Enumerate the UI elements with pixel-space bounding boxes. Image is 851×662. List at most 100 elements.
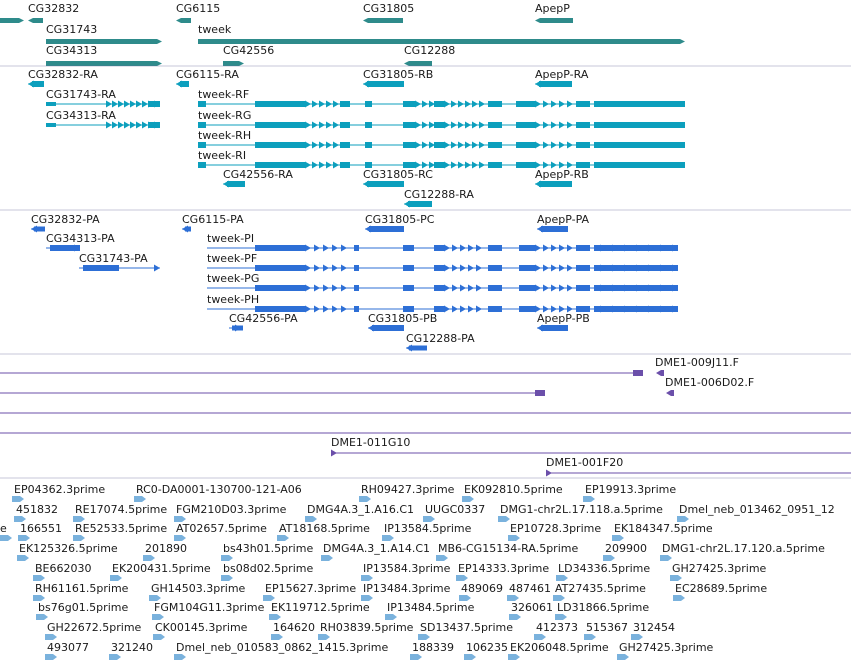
est-feature[interactable]: 326061 [509,601,553,620]
est-feature[interactable]: EP04362.3prime [12,483,105,502]
est-feature[interactable]: EK125326.5prime [17,542,118,561]
est-feature[interactable]: bs08d02.5prime [221,562,313,581]
gene-feature[interactable] [0,18,24,23]
est-feature[interactable]: EK092810.5prime [462,483,563,502]
est-feature[interactable]: RE17074.5prime [73,503,167,522]
est-feature[interactable]: RH03839.5prime [318,621,414,640]
clone-feature[interactable] [656,370,664,376]
est-feature[interactable]: IP13484.3prime [361,582,451,601]
est-feature[interactable]: GH22672.5prime [45,621,142,640]
gene-feature[interactable]: CG31743 [46,23,162,44]
transcript-feature[interactable]: ApepP-RB [535,168,589,188]
transcript-feature[interactable]: CG6115-RA [176,68,239,88]
est-feature[interactable]: EK200431.5prime [110,562,211,581]
est-feature[interactable]: BE662030 [33,562,92,581]
gene-feature[interactable]: CG34313 [46,44,162,66]
est-feature[interactable]: RC0-DA0001-130700-121-A06 [134,483,302,502]
est-feature[interactable]: 188339 [410,641,454,660]
est-feature[interactable]: EK184347.5prime [612,522,713,541]
est-feature[interactable]: Dmel_neb_013462_0951_12 [677,503,835,522]
protein-feature[interactable]: CG31805-PB [368,312,437,332]
est-feature[interactable]: DMG4A.3_1.A16.C1 [305,503,414,522]
est-feature[interactable]: bs76g01.5prime [36,601,128,620]
gene-feature[interactable]: CG12288 [404,44,455,66]
est-feature[interactable]: RE52533.5prime [73,522,167,541]
est-feature[interactable]: UUGC0337 [423,503,485,522]
est-feature[interactable]: CK00145.3prime [153,621,248,640]
est-feature[interactable]: IP13584.3prime [361,562,451,581]
est-feature[interactable]: GH14503.3prime [149,582,246,601]
protein-feature[interactable]: CG31743-PA [79,252,160,272]
clone-feature[interactable] [0,370,643,376]
est-feature[interactable]: DMG1-chr2L.17.118.a.5prime [498,503,663,522]
transcript-feature[interactable]: CG32832-RA [28,68,98,88]
est-feature[interactable]: 164620 [271,621,315,640]
est-feature[interactable]: 493077 [45,641,89,660]
protein-feature[interactable]: CG12288-PA [406,332,475,352]
est-feature[interactable]: EP10728.3prime [508,522,601,541]
protein-feature[interactable]: tweek-PG [207,272,678,292]
est-feature[interactable]: 487461 [507,582,551,601]
est-feature[interactable]: DMG4A.3_1.A14.C1 [321,542,430,561]
gene-feature[interactable]: CG6115 [176,2,220,23]
transcript-feature[interactable]: CG12288-RA [404,188,474,208]
est-feature[interactable]: AT27435.5prime [553,582,646,601]
est-feature[interactable]: Dmel_neb_010583_0862_1415.3prime [174,641,388,660]
est-feature[interactable]: FGM210D03.3prime [174,503,287,522]
gene-feature[interactable]: tweek [198,23,685,44]
transcript-feature[interactable]: CG31805-RB [363,68,433,88]
est-feature[interactable]: EK119712.5prime [269,601,370,620]
transcript-feature[interactable]: tweek-RF [198,88,685,108]
est-feature[interactable]: LD31866.5prime [555,601,649,620]
est-feature[interactable]: IP13484.5prime [385,601,475,620]
est-feature[interactable]: 312454 [631,621,675,640]
est-feature[interactable]: 515367 [584,621,628,640]
est-feature[interactable]: bs43h01.5prime [221,542,313,561]
protein-feature[interactable]: tweek-PF [207,252,678,272]
protein-feature[interactable]: tweek-PI [207,232,678,252]
est-feature[interactable]: 201890 [143,542,187,561]
est-feature[interactable]: EP14333.3prime [456,562,549,581]
est-feature[interactable]: e [0,522,12,541]
clone-feature[interactable] [0,390,545,396]
est-feature[interactable]: GH27425.3prime [670,562,767,581]
est-feature[interactable]: 412373 [534,621,578,640]
protein-feature[interactable]: ApepP-PB [537,312,590,332]
est-feature[interactable]: IP13584.5prime [382,522,472,541]
est-feature[interactable]: 489069 [459,582,503,601]
est-feature[interactable]: SD13437.5prime [418,621,513,640]
transcript-feature[interactable]: CG31805-RC [363,168,433,188]
clone-feature[interactable] [546,469,851,477]
transcript-feature[interactable]: tweek-RI [198,149,685,169]
protein-feature[interactable]: tweek-PH [207,293,678,313]
est-feature[interactable]: AT18168.5prime [277,522,370,541]
protein-feature[interactable]: ApepP-PA [537,213,590,233]
est-feature[interactable]: 451832 [14,503,58,522]
transcript-feature[interactable]: tweek-RG [198,109,685,129]
est-feature[interactable]: EK206048.5prime [508,641,609,660]
est-feature[interactable]: EC28689.5prime [673,582,767,601]
est-feature[interactable]: 209900 [603,542,647,561]
est-feature[interactable]: MB6-CG15134-RA.5prime [436,542,578,561]
est-feature[interactable]: 166551 [18,522,62,541]
gene-feature[interactable]: CG32832 [28,2,79,23]
est-feature[interactable]: RH61161.5prime [33,582,129,601]
est-feature[interactable]: GH27425.3prime [617,641,714,660]
protein-feature[interactable]: CG31805-PC [365,213,435,233]
est-feature[interactable]: LD34336.5prime [556,562,650,581]
protein-feature[interactable]: CG6115-PA [182,213,244,233]
transcript-feature[interactable]: CG31743-RA [46,88,160,108]
est-feature[interactable]: 106235 [464,641,508,660]
protein-feature[interactable]: CG32832-PA [31,213,100,233]
clone-feature[interactable] [331,449,851,457]
gene-feature[interactable]: ApepP [535,2,573,23]
transcript-feature[interactable]: tweek-RH [198,129,685,149]
est-feature[interactable]: EP15627.3prime [263,582,356,601]
transcript-feature[interactable]: CG42556-RA [223,168,293,188]
gene-feature[interactable]: CG42556 [223,44,274,66]
est-feature[interactable]: 321240 [109,641,153,660]
transcript-feature[interactable]: CG34313-RA [46,109,160,129]
est-feature[interactable]: AT02657.5prime [174,522,267,541]
gene-feature[interactable]: CG31805 [363,2,414,23]
est-feature[interactable]: DMG1-chr2L.17.120.a.5prime [660,542,825,561]
